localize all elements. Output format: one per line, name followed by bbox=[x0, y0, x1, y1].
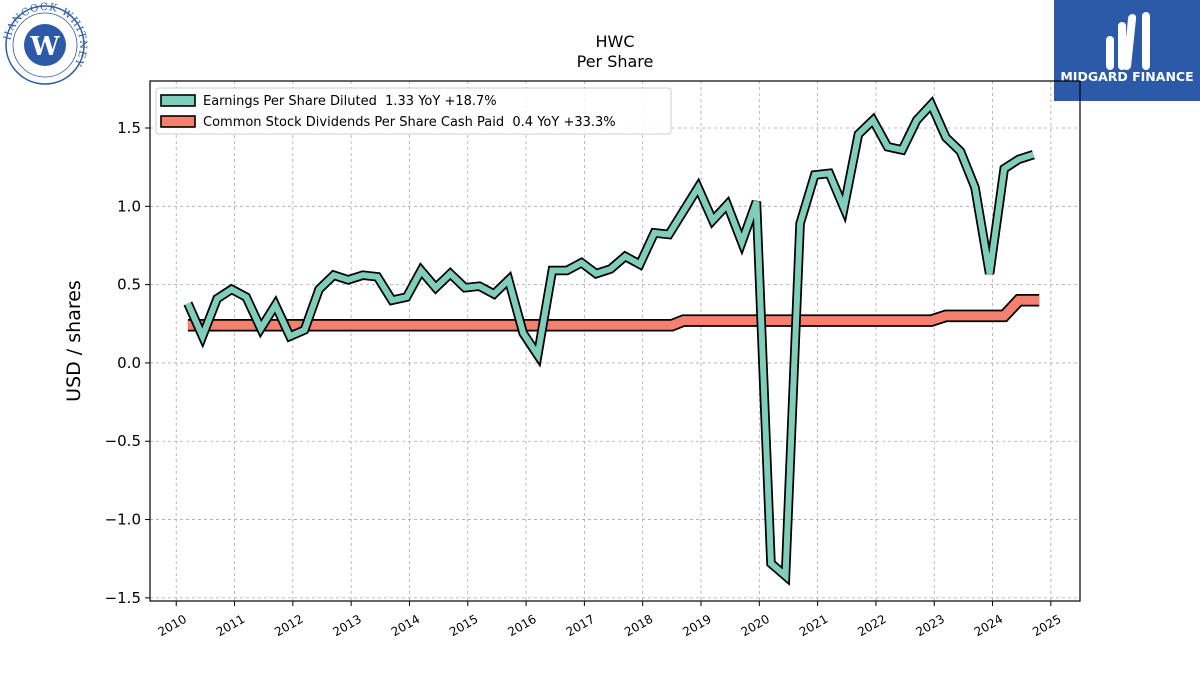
midgard-finance-logo: MIDGARD FINANCE bbox=[1054, 0, 1200, 101]
x-tick-label: 2016 bbox=[505, 612, 538, 639]
x-tick-label: 2023 bbox=[914, 612, 947, 639]
hancock-whitney-logo: HANCOCK WHITNEY W bbox=[2, 2, 87, 85]
grid-lines bbox=[150, 81, 1080, 601]
legend-swatch-dividends bbox=[160, 115, 196, 128]
x-tick-label: 2024 bbox=[972, 612, 1005, 639]
brand-name: MIDGARD FINANCE bbox=[1060, 69, 1193, 84]
x-tick-label: 2019 bbox=[680, 612, 713, 639]
y-tick-label: −0.5 bbox=[105, 432, 141, 450]
y-tick-label: 0.5 bbox=[117, 276, 141, 294]
seal-monogram: W bbox=[29, 32, 60, 62]
chart-subtitle: Per Share bbox=[577, 52, 654, 71]
x-tick-label: 2013 bbox=[330, 612, 363, 639]
y-tick-label: −1.5 bbox=[105, 589, 141, 607]
chart-title: HWC bbox=[595, 32, 634, 51]
x-tick-label: 2012 bbox=[272, 612, 305, 639]
series-lines bbox=[183, 95, 1040, 586]
x-tick-label: 2025 bbox=[1030, 612, 1063, 639]
legend-label-dividends: Common Stock Dividends Per Share Cash Pa… bbox=[203, 115, 616, 130]
y-tick-label: 1.5 bbox=[117, 119, 141, 137]
midgard-mark-icon bbox=[1106, 12, 1150, 70]
x-tick-label: 2010 bbox=[156, 612, 189, 639]
legend-label-eps: Earnings Per Share Diluted 1.33 YoY +18.… bbox=[203, 94, 497, 109]
x-tick-label: 2021 bbox=[797, 612, 830, 639]
x-tick-label: 2014 bbox=[389, 612, 422, 639]
x-tick-label: 2020 bbox=[739, 612, 772, 639]
x-axis: 2010 2011 2012 2013 2014 2015 2016 2017 2018 2019… bbox=[156, 601, 1064, 639]
plot-frame bbox=[149, 80, 1081, 602]
series-line-1 bbox=[187, 295, 1040, 330]
legend-swatch-eps bbox=[160, 94, 196, 107]
y-axis-label: USD / shares bbox=[63, 280, 85, 402]
x-tick-label: 2022 bbox=[855, 612, 888, 639]
series-outline-0 bbox=[183, 95, 1035, 586]
legend: Earnings Per Share Diluted 1.33 YoY +18.… bbox=[155, 87, 672, 135]
y-tick-label: 0.0 bbox=[117, 354, 141, 372]
y-tick-label: −1.0 bbox=[105, 511, 141, 529]
x-tick-label: 2015 bbox=[447, 612, 480, 639]
y-tick-label: 1.0 bbox=[117, 197, 141, 215]
x-tick-label: 2011 bbox=[214, 612, 247, 639]
series-line-0 bbox=[185, 99, 1035, 583]
y-axis: −1.5 −1.0 −0.5 0.0 0.5 1.0 1.5 bbox=[105, 119, 150, 607]
x-tick-label: 2018 bbox=[622, 612, 655, 639]
x-tick-label: 2017 bbox=[564, 612, 597, 639]
